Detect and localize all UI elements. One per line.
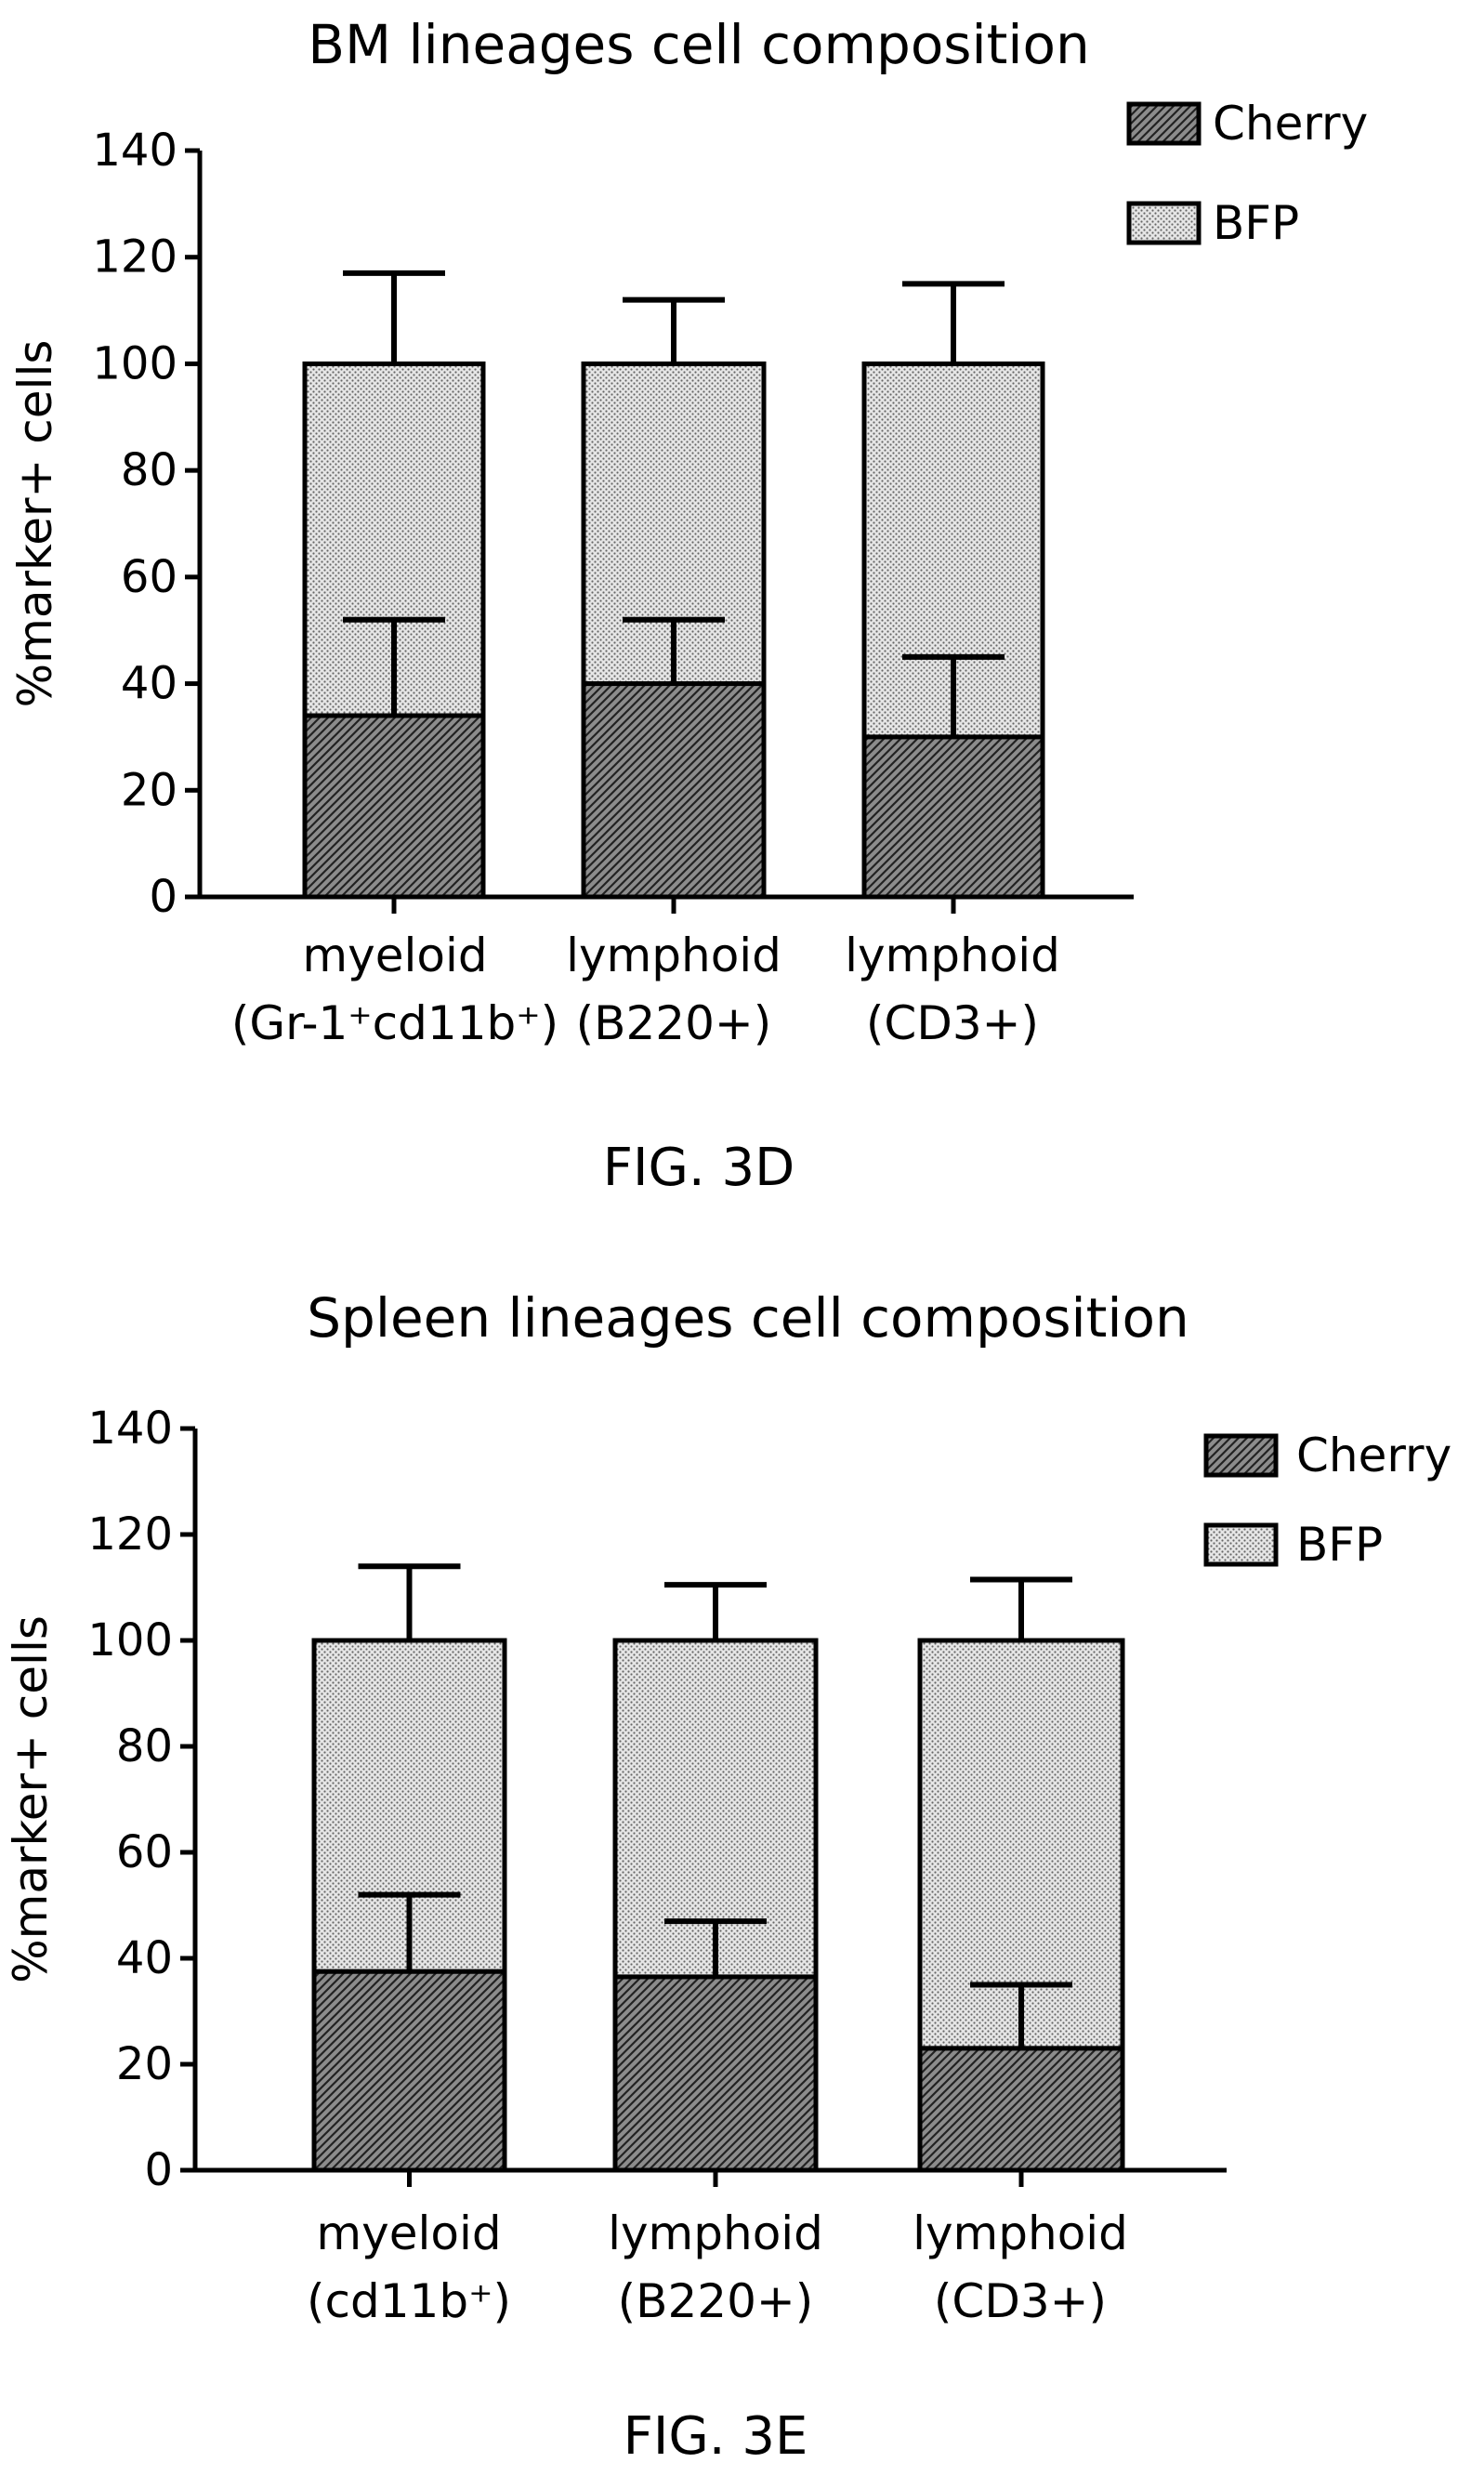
x-tick-label: lymphoid: [608, 2206, 823, 2260]
legend-label-bfp: BFP: [1213, 196, 1299, 250]
x-tick-label: (cd11b⁺): [307, 2274, 511, 2328]
x-tick-label: (CD3+): [934, 2274, 1107, 2328]
bar-bfp: [917, 1638, 1125, 2051]
y-tick-label: 100: [87, 1614, 173, 1666]
bar-cherry: [581, 681, 767, 900]
figure-label: FIG. 3E: [624, 2406, 808, 2467]
x-tick-label: myeloid: [302, 928, 487, 982]
charts-root: BM lineages cell composition %marker+ cel…: [4, 13, 1451, 2467]
y-tick-label: 40: [121, 658, 177, 710]
chart-2: Spleen lineages cell composition %marker+…: [4, 1286, 1451, 2467]
figure-label: FIG. 3D: [603, 1138, 795, 1198]
bar-cherry: [311, 1969, 507, 2173]
y-axis-label: %marker+ cells: [4, 1615, 58, 1983]
y-tick-label: 60: [121, 551, 177, 603]
y-tick-label: 60: [116, 1826, 173, 1878]
chart-title: BM lineages cell composition: [308, 13, 1089, 76]
y-tick-label: 0: [144, 2144, 173, 2196]
y-tick-label: 120: [87, 1508, 173, 1561]
x-tick-label: lymphoid: [845, 928, 1060, 982]
legend-swatch-bfp: [1203, 1522, 1279, 1567]
y-tick-label: 80: [121, 444, 177, 496]
y-axis-label: %marker+ cells: [8, 340, 62, 708]
x-tick-label: lymphoid: [913, 2206, 1128, 2260]
legend-label-bfp: BFP: [1296, 1518, 1383, 1572]
x-tick-label: lymphoid: [566, 928, 781, 982]
bar-cherry: [612, 1974, 819, 2173]
chart-title: Spleen lineages cell composition: [307, 1286, 1189, 1350]
y-tick-label: 140: [92, 125, 177, 177]
bar-cherry: [917, 2046, 1125, 2173]
legend-label-cherry: Cherry: [1213, 97, 1368, 151]
x-tick-label: (Gr-1⁺cd11b⁺): [231, 996, 558, 1050]
y-tick-label: 100: [92, 337, 177, 389]
y-tick-label: 0: [149, 871, 177, 923]
x-tick-label: (B220+): [618, 2274, 814, 2328]
chart-1: BM lineages cell composition %marker+ cel…: [8, 13, 1368, 1198]
bar-cherry: [861, 734, 1045, 900]
y-tick-label: 80: [116, 1720, 173, 1772]
x-tick-label: myeloid: [316, 2206, 501, 2260]
y-tick-label: 40: [116, 1932, 173, 1984]
legend-swatch-cherry: [1203, 1433, 1279, 1478]
legend-label-cherry: Cherry: [1296, 1429, 1451, 1482]
y-tick-label: 20: [121, 764, 177, 816]
x-tick-label: (B220+): [576, 996, 772, 1050]
y-tick-label: 120: [92, 231, 177, 283]
legend-swatch-bfp: [1126, 201, 1202, 245]
x-tick-label: (CD3+): [866, 996, 1039, 1050]
legend-swatch-cherry: [1126, 101, 1202, 146]
y-tick-label: 140: [87, 1403, 173, 1455]
y-tick-label: 20: [116, 2038, 173, 2090]
bar-cherry: [302, 713, 486, 900]
